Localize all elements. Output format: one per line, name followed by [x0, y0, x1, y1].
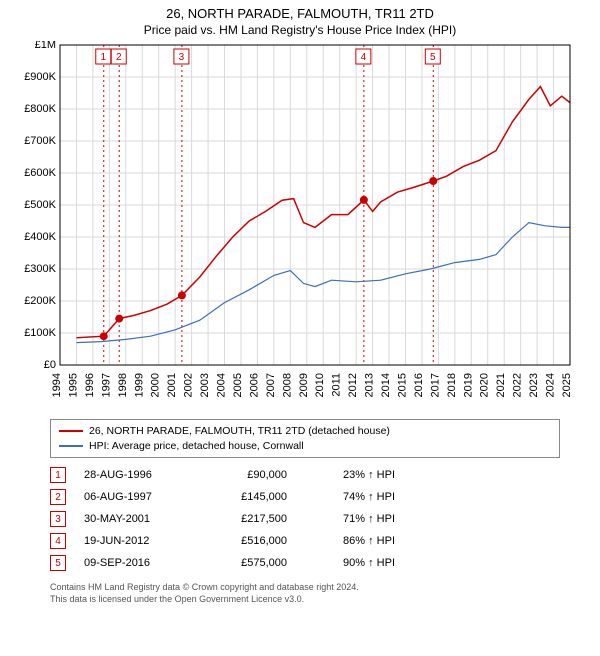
svg-text:2013: 2013 — [364, 373, 376, 397]
event-pct: 86% ↑ HPI — [305, 535, 395, 547]
events-table: 1 28-AUG-1996 £90,000 23% ↑ HPI 2 06-AUG-1997… — [50, 464, 560, 574]
legend-item: 26, NORTH PARADE, FALMOUTH, TR11 2TD (de… — [59, 424, 551, 439]
event-price: £217,500 — [207, 513, 287, 525]
svg-text:2001: 2001 — [166, 373, 178, 397]
event-row: 4 19-JUN-2012 £516,000 86% ↑ HPI — [50, 530, 560, 552]
chart-title: 26, NORTH PARADE, FALMOUTH, TR11 2TD — [0, 6, 600, 21]
event-number-box: 2 — [50, 489, 66, 505]
svg-text:2009: 2009 — [298, 373, 310, 397]
event-row: 5 09-SEP-2016 £575,000 90% ↑ HPI — [50, 552, 560, 574]
chart-svg: £0 £100K £200K £300K £400K £500K £600K £700K £80… — [20, 41, 580, 411]
event-price: £516,000 — [207, 535, 287, 547]
svg-text:2018: 2018 — [446, 373, 458, 397]
svg-text:1998: 1998 — [117, 373, 129, 397]
svg-text:£300K: £300K — [24, 263, 56, 275]
svg-text:2025: 2025 — [561, 373, 573, 397]
legend-label: 26, NORTH PARADE, FALMOUTH, TR11 2TD (de… — [89, 424, 390, 439]
svg-text:£0: £0 — [44, 359, 56, 371]
event-number-box: 3 — [50, 511, 66, 527]
svg-text:2020: 2020 — [479, 373, 491, 397]
svg-text:2006: 2006 — [248, 373, 260, 397]
svg-text:2002: 2002 — [183, 373, 195, 397]
svg-text:2007: 2007 — [265, 373, 277, 397]
event-date: 19-JUN-2012 — [84, 535, 189, 547]
event-price: £575,000 — [207, 557, 287, 569]
event-date: 06-AUG-1997 — [84, 491, 189, 503]
event-pct: 23% ↑ HPI — [305, 469, 395, 481]
svg-text:£600K: £600K — [24, 167, 56, 179]
svg-text:£1M: £1M — [35, 41, 56, 51]
event-row: 3 30-MAY-2001 £217,500 71% ↑ HPI — [50, 508, 560, 530]
svg-text:1995: 1995 — [67, 373, 79, 397]
svg-text:2024: 2024 — [545, 373, 557, 397]
event-price: £90,000 — [207, 469, 287, 481]
svg-text:1997: 1997 — [100, 373, 112, 397]
svg-text:2000: 2000 — [150, 373, 162, 397]
svg-text:4: 4 — [361, 52, 367, 63]
svg-text:2004: 2004 — [216, 373, 228, 397]
chart-subtitle: Price paid vs. HM Land Registry's House … — [0, 23, 600, 37]
svg-text:£800K: £800K — [24, 103, 56, 115]
legend-swatch — [59, 430, 83, 432]
svg-text:2: 2 — [116, 52, 122, 63]
svg-text:£400K: £400K — [24, 231, 56, 243]
footer-line-2: This data is licensed under the Open Gov… — [50, 594, 560, 606]
event-number-box: 4 — [50, 533, 66, 549]
svg-text:2003: 2003 — [199, 373, 211, 397]
svg-text:2014: 2014 — [380, 373, 392, 397]
svg-text:1994: 1994 — [51, 373, 63, 397]
svg-text:5: 5 — [430, 52, 436, 63]
event-row: 2 06-AUG-1997 £145,000 74% ↑ HPI — [50, 486, 560, 508]
chart-plot-area: £0 £100K £200K £300K £400K £500K £600K £700K £80… — [20, 41, 580, 411]
svg-text:2010: 2010 — [314, 373, 326, 397]
svg-text:2021: 2021 — [495, 373, 507, 397]
svg-text:2011: 2011 — [331, 373, 343, 397]
svg-text:1996: 1996 — [84, 373, 96, 397]
event-date: 28-AUG-1996 — [84, 469, 189, 481]
footer-text: Contains HM Land Registry data © Crown c… — [50, 582, 560, 605]
svg-text:2008: 2008 — [281, 373, 293, 397]
legend-swatch — [59, 445, 83, 447]
svg-text:£100K: £100K — [24, 327, 56, 339]
chart-container: 26, NORTH PARADE, FALMOUTH, TR11 2TD Pri… — [0, 6, 600, 656]
legend-box: 26, NORTH PARADE, FALMOUTH, TR11 2TD (de… — [50, 419, 560, 458]
svg-text:£900K: £900K — [24, 71, 56, 83]
svg-text:1: 1 — [100, 52, 106, 63]
event-pct: 71% ↑ HPI — [305, 513, 395, 525]
footer-line-1: Contains HM Land Registry data © Crown c… — [50, 582, 560, 594]
legend-label: HPI: Average price, detached house, Corn… — [89, 439, 304, 454]
event-price: £145,000 — [207, 491, 287, 503]
svg-text:3: 3 — [179, 52, 185, 63]
svg-text:2017: 2017 — [429, 373, 441, 397]
svg-text:£500K: £500K — [24, 199, 56, 211]
svg-text:2019: 2019 — [462, 373, 474, 397]
svg-text:£700K: £700K — [24, 135, 56, 147]
event-number-box: 5 — [50, 555, 66, 571]
svg-text:2012: 2012 — [347, 373, 359, 397]
svg-text:£200K: £200K — [24, 295, 56, 307]
svg-text:2005: 2005 — [232, 373, 244, 397]
event-row: 1 28-AUG-1996 £90,000 23% ↑ HPI — [50, 464, 560, 486]
event-number-box: 1 — [50, 467, 66, 483]
event-date: 09-SEP-2016 — [84, 557, 189, 569]
event-date: 30-MAY-2001 — [84, 513, 189, 525]
svg-text:2022: 2022 — [512, 373, 524, 397]
legend-item: HPI: Average price, detached house, Corn… — [59, 439, 551, 454]
event-pct: 90% ↑ HPI — [305, 557, 395, 569]
svg-text:2015: 2015 — [396, 373, 408, 397]
svg-text:2023: 2023 — [528, 373, 540, 397]
event-pct: 74% ↑ HPI — [305, 491, 395, 503]
svg-text:2016: 2016 — [413, 373, 425, 397]
svg-text:1999: 1999 — [133, 373, 145, 397]
